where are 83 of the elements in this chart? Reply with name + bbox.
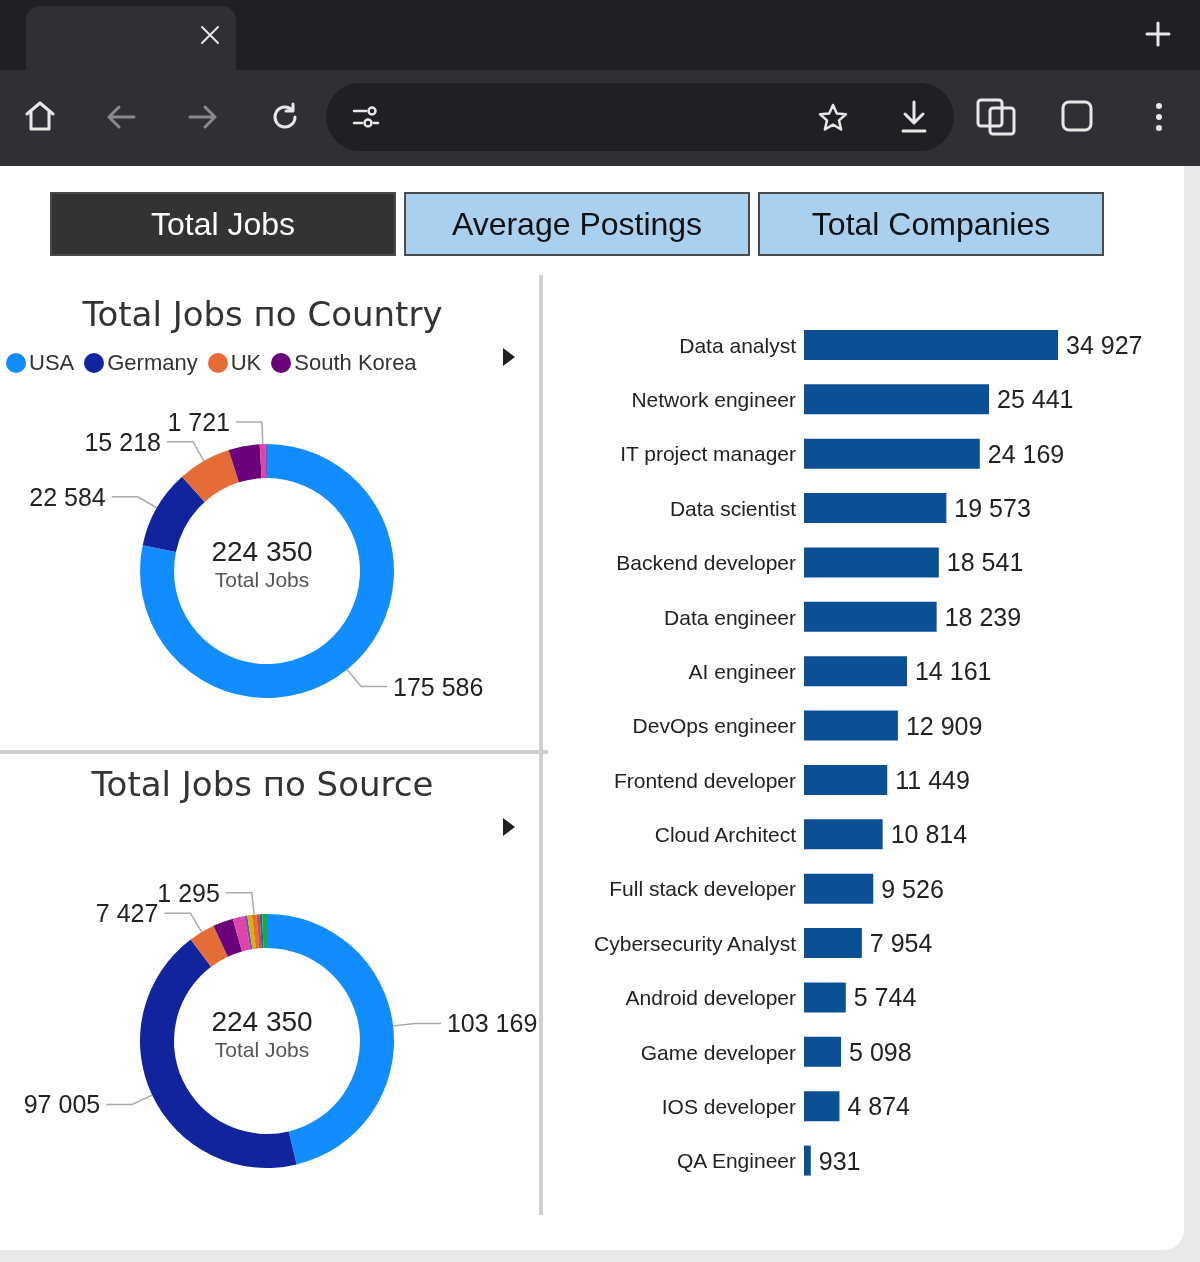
bar [804,601,937,632]
data-label: 97 005 [23,1090,101,1119]
data-label: 175 586 [393,672,484,701]
legend-label: Germany [107,350,198,376]
bar [804,384,990,415]
data-label: 4 874 [847,1092,911,1121]
bar [804,656,907,687]
chart-title: Total Jobs по Source [90,764,435,804]
data-label: 18 239 [944,602,1022,631]
bar [804,928,862,959]
text: Average Postings [404,192,750,256]
data-label: 1 295 [157,878,220,907]
bar [804,329,1058,360]
data-label: 9 526 [881,874,944,903]
text: Total Companies [758,192,1104,256]
data-label: 15 218 [84,427,161,456]
y-tick-label: DevOps engineer [632,714,796,738]
data-label: 5 744 [853,983,917,1012]
data-label: 1 721 [167,408,230,437]
y-tick-label: Full stack developer [609,877,796,901]
donut-slice [142,476,205,553]
donut-slice [213,918,243,957]
data-label: 931 [818,1146,861,1175]
y-tick-label: Game developer [640,1040,796,1064]
data-label: 5 098 [849,1037,912,1066]
data-label: 7 427 [95,899,159,928]
chart-title: Total Jobs по Country [81,294,444,334]
y-tick-label: Android developer [625,986,796,1010]
y-tick-label: Cloud Architect [654,823,797,847]
donut-slice [267,914,394,1165]
legend-label: UK [230,350,262,376]
legend-label: USA [29,350,75,376]
data-label: 12 909 [905,711,983,740]
data-label: 103 169 [446,1009,538,1038]
data-label: 14 161 [914,657,992,686]
y-tick-label: Data analyst [679,333,797,357]
donut-slice [247,914,256,950]
bar [804,873,874,904]
y-tick-label: IOS developer [661,1094,796,1118]
bar [804,547,939,578]
legend-label: South Korea [294,350,417,376]
data-label: 11 449 [895,765,970,794]
text: Total Jobs [213,1038,311,1062]
data-label: 24 169 [987,439,1065,468]
data-label: 34 927 [1066,330,1143,359]
donut-slice [228,444,262,483]
donut-slice [251,914,260,949]
bar [804,1145,811,1176]
donut-slice [262,914,267,949]
data-label: 10 814 [890,820,968,849]
donut-slice [190,925,228,967]
bar [804,493,947,524]
donut-slice [182,449,239,502]
y-tick-label: Cybersecurity Analyst [594,931,797,955]
donut-slice [256,914,262,949]
bar [804,438,980,469]
donut-slice [232,916,251,952]
donut-slice [244,915,253,950]
bar [804,819,883,850]
y-tick-label: Network engineer [631,388,796,412]
text: 224 350 [210,536,314,568]
text: Total Jobs [50,192,396,256]
data-label: 7 954 [869,929,933,958]
y-tick-label: IT project manager [620,442,796,466]
donut-slice [259,444,267,479]
bar [804,710,898,741]
y-tick-label: Backend developer [616,551,796,575]
data-label: 18 541 [946,548,1024,577]
y-tick-label: Data scientist [669,496,797,520]
data-label: 25 441 [997,385,1074,414]
data-label: 22 584 [29,482,106,511]
bar [804,982,846,1013]
y-tick-label: Data engineer [664,605,796,629]
data-label: 19 573 [954,494,1031,523]
donut-slice [259,914,264,949]
bar [804,1036,842,1067]
y-tick-label: AI engineer [688,659,796,683]
bar [804,1091,840,1122]
bar [804,764,888,795]
text: 224 350 [210,1006,314,1038]
y-tick-label: Frontend developer [613,768,796,792]
text: Total Jobs [213,568,311,592]
y-tick-label: QA Engineer [676,1149,796,1173]
